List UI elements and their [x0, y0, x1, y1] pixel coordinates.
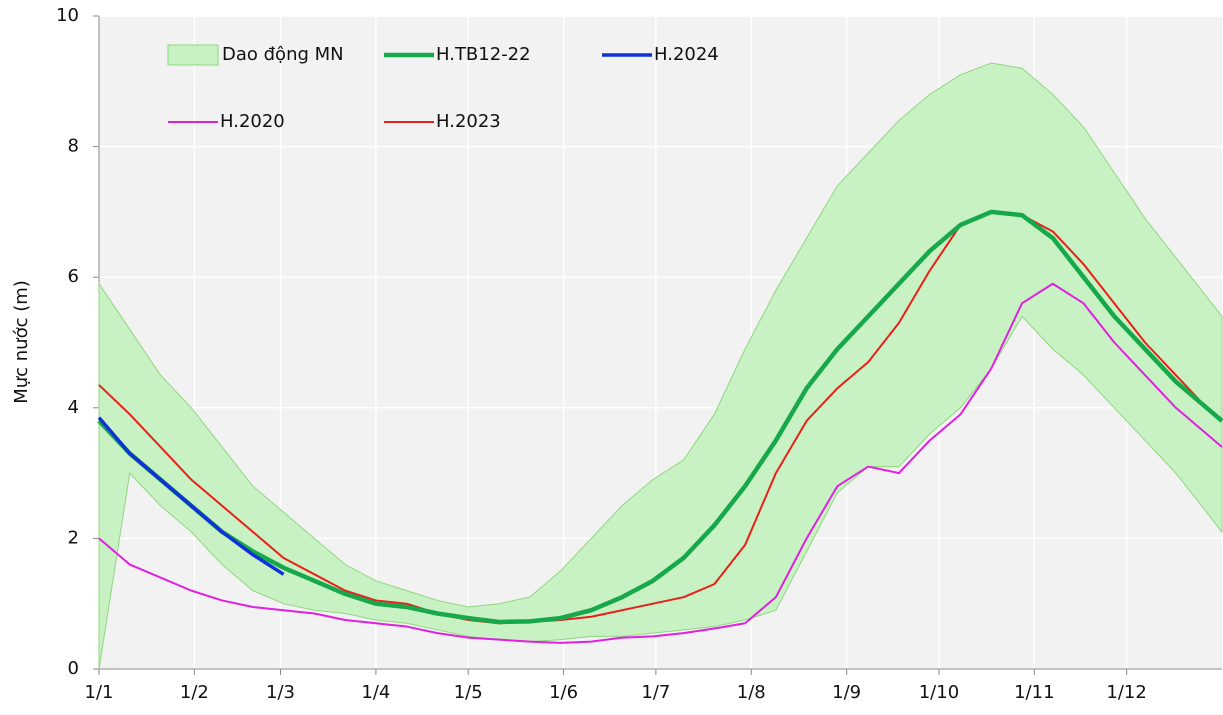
legend-label: H.2023 — [436, 111, 501, 132]
series-line — [98, 282, 1223, 644]
y-tick-label: 4 — [68, 397, 79, 418]
x-tick-label: 1/7 — [641, 682, 670, 703]
x-tick-label: 1/8 — [737, 682, 766, 703]
x-tick-label: 1/2 — [180, 682, 209, 703]
x-tick-label: 1/1 — [85, 682, 114, 703]
y-tick-label: 10 — [56, 5, 79, 26]
series-line — [97, 416, 285, 576]
legend-label: H.2024 — [654, 44, 719, 65]
y-tick-label: 8 — [68, 136, 79, 157]
series-line — [98, 210, 1223, 625]
y-axis-label: Mực nước (m) — [11, 280, 32, 404]
x-tick-label: 1/9 — [832, 682, 861, 703]
y-tick-label: 0 — [68, 658, 79, 679]
x-tick-label: 1/11 — [1014, 682, 1054, 703]
legend-swatch — [167, 44, 219, 66]
legend-label: Dao động MN — [222, 44, 344, 65]
series-line — [97, 209, 1223, 625]
x-tick-label: 1/4 — [361, 682, 390, 703]
x-tick-label: 1/3 — [266, 682, 295, 703]
y-tick-label: 2 — [68, 527, 79, 548]
x-tick-label: 1/12 — [1106, 682, 1146, 703]
x-tick-label: 1/6 — [549, 682, 578, 703]
legend-label: H.2020 — [220, 111, 285, 132]
x-tick-label: 1/5 — [454, 682, 483, 703]
range-band — [98, 62, 1223, 670]
y-tick-label: 6 — [68, 266, 79, 287]
legend-label: H.TB12-22 — [436, 44, 531, 65]
x-tick-label: 1/10 — [919, 682, 959, 703]
